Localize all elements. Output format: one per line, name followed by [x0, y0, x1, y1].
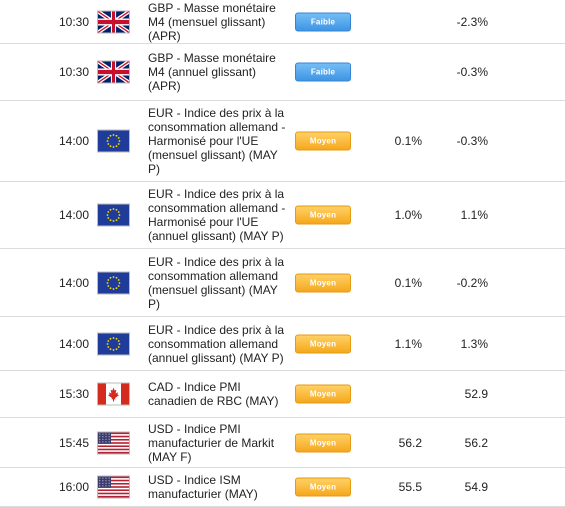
- event-time: 14:00: [59, 336, 90, 351]
- event-title[interactable]: EUR - Indice des prix à la consommation …: [148, 322, 285, 365]
- table-row: 14:00 EUR - Indice des prix à la consomm…: [0, 317, 565, 371]
- event-title[interactable]: EUR - Indice des prix à la consommation …: [148, 106, 286, 176]
- event-title[interactable]: EUR - Indice des prix à la consommation …: [148, 254, 285, 311]
- impact-badge: Moyen: [295, 477, 351, 497]
- previous-value: -0.3%: [456, 65, 488, 79]
- event-title[interactable]: USD - Indice PMI manufacturier de Markit…: [148, 421, 275, 464]
- previous-value: -0.3%: [456, 134, 488, 148]
- impact-badge: Moyen: [295, 433, 351, 452]
- us-flag-icon: [98, 432, 129, 453]
- impact-badge: Moyen: [295, 205, 351, 225]
- forecast-value: 56.2: [398, 435, 422, 450]
- uk-flag-icon: [98, 11, 129, 32]
- uk-flag-icon: [98, 61, 129, 83]
- impact-badge: Faible: [295, 12, 351, 31]
- table-row: 10:30 GBP - Masse monétaire M4 (mensuel …: [0, 0, 565, 44]
- table-row: 16:00 USD - Indice ISM manufacturier (MA…: [0, 468, 565, 507]
- previous-value: 52.9: [464, 387, 488, 401]
- impact-badge: Moyen: [295, 384, 351, 404]
- previous-value: 1.1%: [460, 208, 488, 222]
- event-title[interactable]: USD - Indice ISM manufacturier (MAY): [148, 473, 258, 501]
- impact-badge: Moyen: [295, 334, 351, 353]
- table-row: 15:45 USD - Indice PMI manufacturier de …: [0, 418, 565, 468]
- event-time: 14:00: [59, 275, 90, 290]
- previous-value: -0.2%: [456, 275, 488, 290]
- impact-badge: Moyen: [295, 273, 351, 292]
- event-time: 10:30: [59, 65, 90, 79]
- table-row: 15:30 CAD - Indice PMI canadien de RBC (…: [0, 371, 565, 418]
- impact-badge: Moyen: [295, 131, 351, 151]
- forecast-value: 1.0%: [394, 208, 422, 222]
- table-row: 14:00 EUR - Indice des prix à la consomm…: [0, 249, 565, 317]
- event-time: 10:30: [59, 14, 90, 29]
- us-flag-icon: [98, 476, 129, 498]
- eu-flag-icon: [98, 204, 129, 226]
- impact-badge: Faible: [295, 62, 351, 82]
- forecast-value: 1.1%: [394, 336, 422, 351]
- previous-value: 56.2: [464, 435, 488, 450]
- event-title[interactable]: GBP - Masse monétaire M4 (mensuel glissa…: [148, 0, 276, 43]
- forecast-value: 55.5: [398, 480, 422, 494]
- event-title[interactable]: EUR - Indice des prix à la consommation …: [148, 187, 286, 243]
- eu-flag-icon: [98, 272, 129, 293]
- table-row: 14:00 EUR - Indice des prix à la consomm…: [0, 101, 565, 182]
- event-time: 15:30: [59, 387, 90, 401]
- event-time: 14:00: [59, 208, 90, 222]
- eu-flag-icon: [98, 333, 129, 354]
- forecast-value: 0.1%: [394, 275, 422, 290]
- event-time: 15:45: [59, 435, 90, 450]
- event-time: 16:00: [59, 480, 90, 494]
- previous-value: 54.9: [464, 480, 488, 494]
- table-row: 10:30 GBP - Masse monétaire M4 (annuel g…: [0, 44, 565, 101]
- previous-value: 1.3%: [460, 336, 488, 351]
- event-time: 14:00: [59, 134, 90, 148]
- event-title[interactable]: GBP - Masse monétaire M4 (annuel glissan…: [148, 51, 276, 93]
- canada-flag-icon: [98, 383, 129, 405]
- event-title[interactable]: CAD - Indice PMI canadien de RBC (MAY): [148, 380, 279, 408]
- eu-flag-icon: [98, 130, 129, 152]
- forecast-value: 0.1%: [394, 134, 422, 148]
- previous-value: -2.3%: [456, 14, 488, 29]
- table-row: 14:00 EUR - Indice des prix à la consomm…: [0, 182, 565, 249]
